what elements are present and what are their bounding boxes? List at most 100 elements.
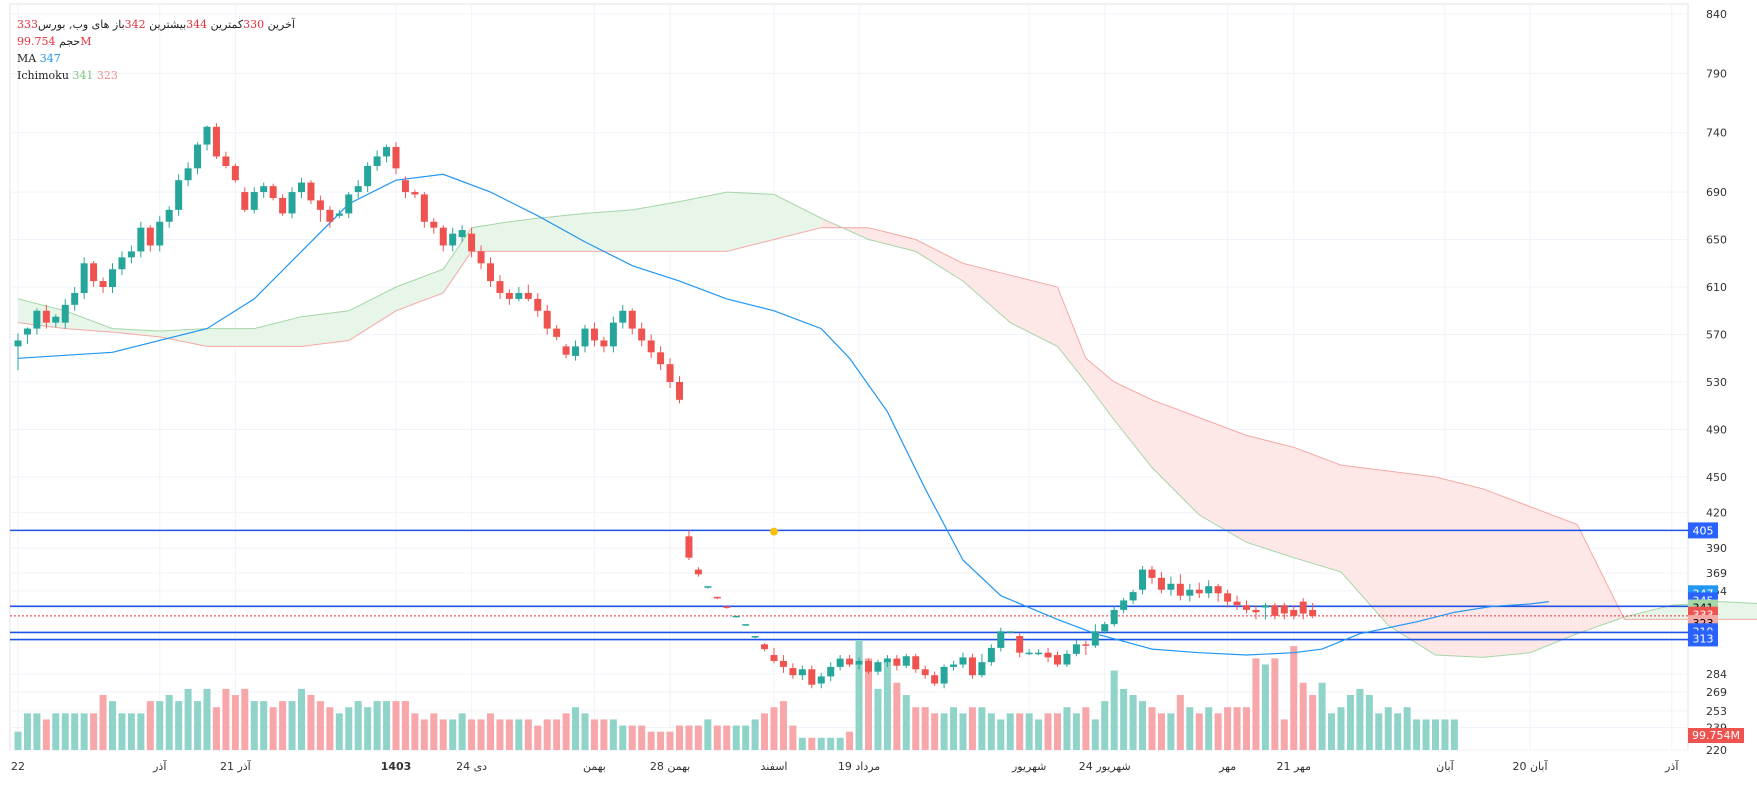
volume-bar bbox=[515, 719, 523, 750]
volume-bar bbox=[458, 713, 466, 750]
candle-body bbox=[524, 292, 532, 299]
candle-body bbox=[373, 156, 381, 166]
x-axis-label: مرداد 19 bbox=[838, 760, 880, 773]
volume-bar bbox=[1413, 719, 1421, 750]
candle-body bbox=[1091, 631, 1099, 646]
volume-bar bbox=[1110, 670, 1118, 750]
candle-body bbox=[194, 144, 202, 169]
low-value: 330 bbox=[243, 18, 265, 31]
candle-body bbox=[931, 675, 939, 684]
volume-bar bbox=[1224, 707, 1232, 750]
volume-bar bbox=[770, 707, 778, 750]
candle-body bbox=[855, 660, 863, 665]
cloud-segment bbox=[1435, 477, 1483, 658]
candle-body bbox=[1072, 644, 1080, 654]
high-value: 344 bbox=[186, 18, 208, 31]
candle-body bbox=[789, 668, 797, 676]
x-axis-label: آبان bbox=[1436, 759, 1454, 773]
volume-bar bbox=[893, 682, 901, 750]
candle-body bbox=[1110, 609, 1118, 625]
candle-body bbox=[505, 292, 513, 299]
candle-body bbox=[997, 631, 1005, 648]
candle-body bbox=[411, 192, 419, 195]
candle-body bbox=[1186, 589, 1194, 596]
volume-bar bbox=[732, 725, 740, 750]
cloud-segment bbox=[1085, 358, 1115, 420]
candle-body bbox=[685, 536, 693, 558]
cloud-segment bbox=[1577, 524, 1625, 634]
volume-bar bbox=[449, 719, 457, 750]
volume-bar bbox=[638, 725, 646, 750]
volume-bar bbox=[666, 731, 674, 750]
volume-bar bbox=[383, 701, 391, 750]
y-axis-label: 690 bbox=[1706, 186, 1727, 199]
candle-body bbox=[543, 310, 551, 329]
cloud-segment bbox=[509, 218, 538, 252]
volume-bar bbox=[1148, 707, 1156, 750]
candle-body bbox=[1290, 609, 1298, 616]
candle-body bbox=[496, 281, 504, 293]
candle-body bbox=[212, 126, 220, 157]
volume-bar bbox=[836, 737, 844, 750]
volume-bar bbox=[1157, 713, 1165, 750]
cloud-segment bbox=[585, 209, 633, 252]
volume-bar bbox=[165, 695, 173, 750]
candle-body bbox=[1233, 601, 1241, 606]
y-axis-label: 570 bbox=[1706, 329, 1727, 342]
volume-bar bbox=[553, 719, 561, 750]
volume-badge-label: 99.754M bbox=[1692, 729, 1740, 742]
cloud-segment bbox=[254, 316, 302, 347]
volume-bar bbox=[761, 713, 769, 750]
volume-bar bbox=[1252, 658, 1260, 750]
cloud-segment bbox=[1199, 417, 1247, 543]
x-axis-label: آذر bbox=[152, 759, 167, 773]
candle-body bbox=[222, 156, 230, 166]
span-b-line bbox=[17, 227, 1757, 620]
volume-bar bbox=[1243, 707, 1250, 750]
ichimoku-label: Ichimoku bbox=[17, 69, 69, 82]
ma-row: MA 347 bbox=[17, 50, 295, 67]
high-label: بیشترین bbox=[149, 18, 187, 31]
volume-bar bbox=[1309, 695, 1317, 750]
volume-bar bbox=[609, 719, 617, 750]
volume-bar bbox=[279, 701, 287, 750]
cloud-segment bbox=[1114, 382, 1152, 468]
candle-body bbox=[1176, 583, 1184, 596]
volume-bar bbox=[392, 701, 400, 750]
volume-value: 99.754M bbox=[17, 35, 92, 48]
volume-bar bbox=[42, 719, 50, 750]
candle-body bbox=[468, 233, 476, 252]
ichimoku-row: Ichimoku 341 323 bbox=[17, 67, 295, 84]
candle-body bbox=[827, 666, 835, 677]
volume-bar bbox=[997, 719, 1005, 750]
volume-bar bbox=[212, 707, 220, 750]
candle-body bbox=[515, 292, 523, 299]
cloud-segment bbox=[65, 310, 113, 333]
volume-bar bbox=[1337, 707, 1345, 750]
volume-bar bbox=[978, 707, 986, 750]
volume-bar bbox=[657, 731, 665, 750]
volume-bar bbox=[1261, 664, 1269, 750]
volume-bar bbox=[1016, 713, 1024, 750]
axis-badge bbox=[1688, 630, 1718, 647]
candle-body bbox=[666, 364, 674, 382]
ichimoku-b-value: 323 bbox=[96, 69, 118, 82]
volume-bar bbox=[439, 719, 447, 750]
volume-bar bbox=[33, 713, 41, 750]
volume-bar bbox=[241, 688, 249, 750]
volume-bar bbox=[562, 713, 570, 750]
x-axis-label: بهمن 28 bbox=[650, 760, 690, 773]
candle-body bbox=[572, 346, 580, 356]
chart-legend: 333 آخرین 330کمترین 344بیشترین 342باز های… bbox=[17, 16, 295, 84]
volume-bar bbox=[14, 731, 22, 750]
candle-body bbox=[1157, 577, 1165, 590]
volume-bar bbox=[1195, 713, 1203, 750]
volume-bar bbox=[345, 707, 353, 750]
candle-body bbox=[1148, 569, 1156, 578]
candle-body bbox=[449, 233, 457, 246]
volume-bar bbox=[1375, 713, 1383, 750]
cloud-segment bbox=[1246, 435, 1294, 558]
candle-body bbox=[846, 658, 854, 665]
